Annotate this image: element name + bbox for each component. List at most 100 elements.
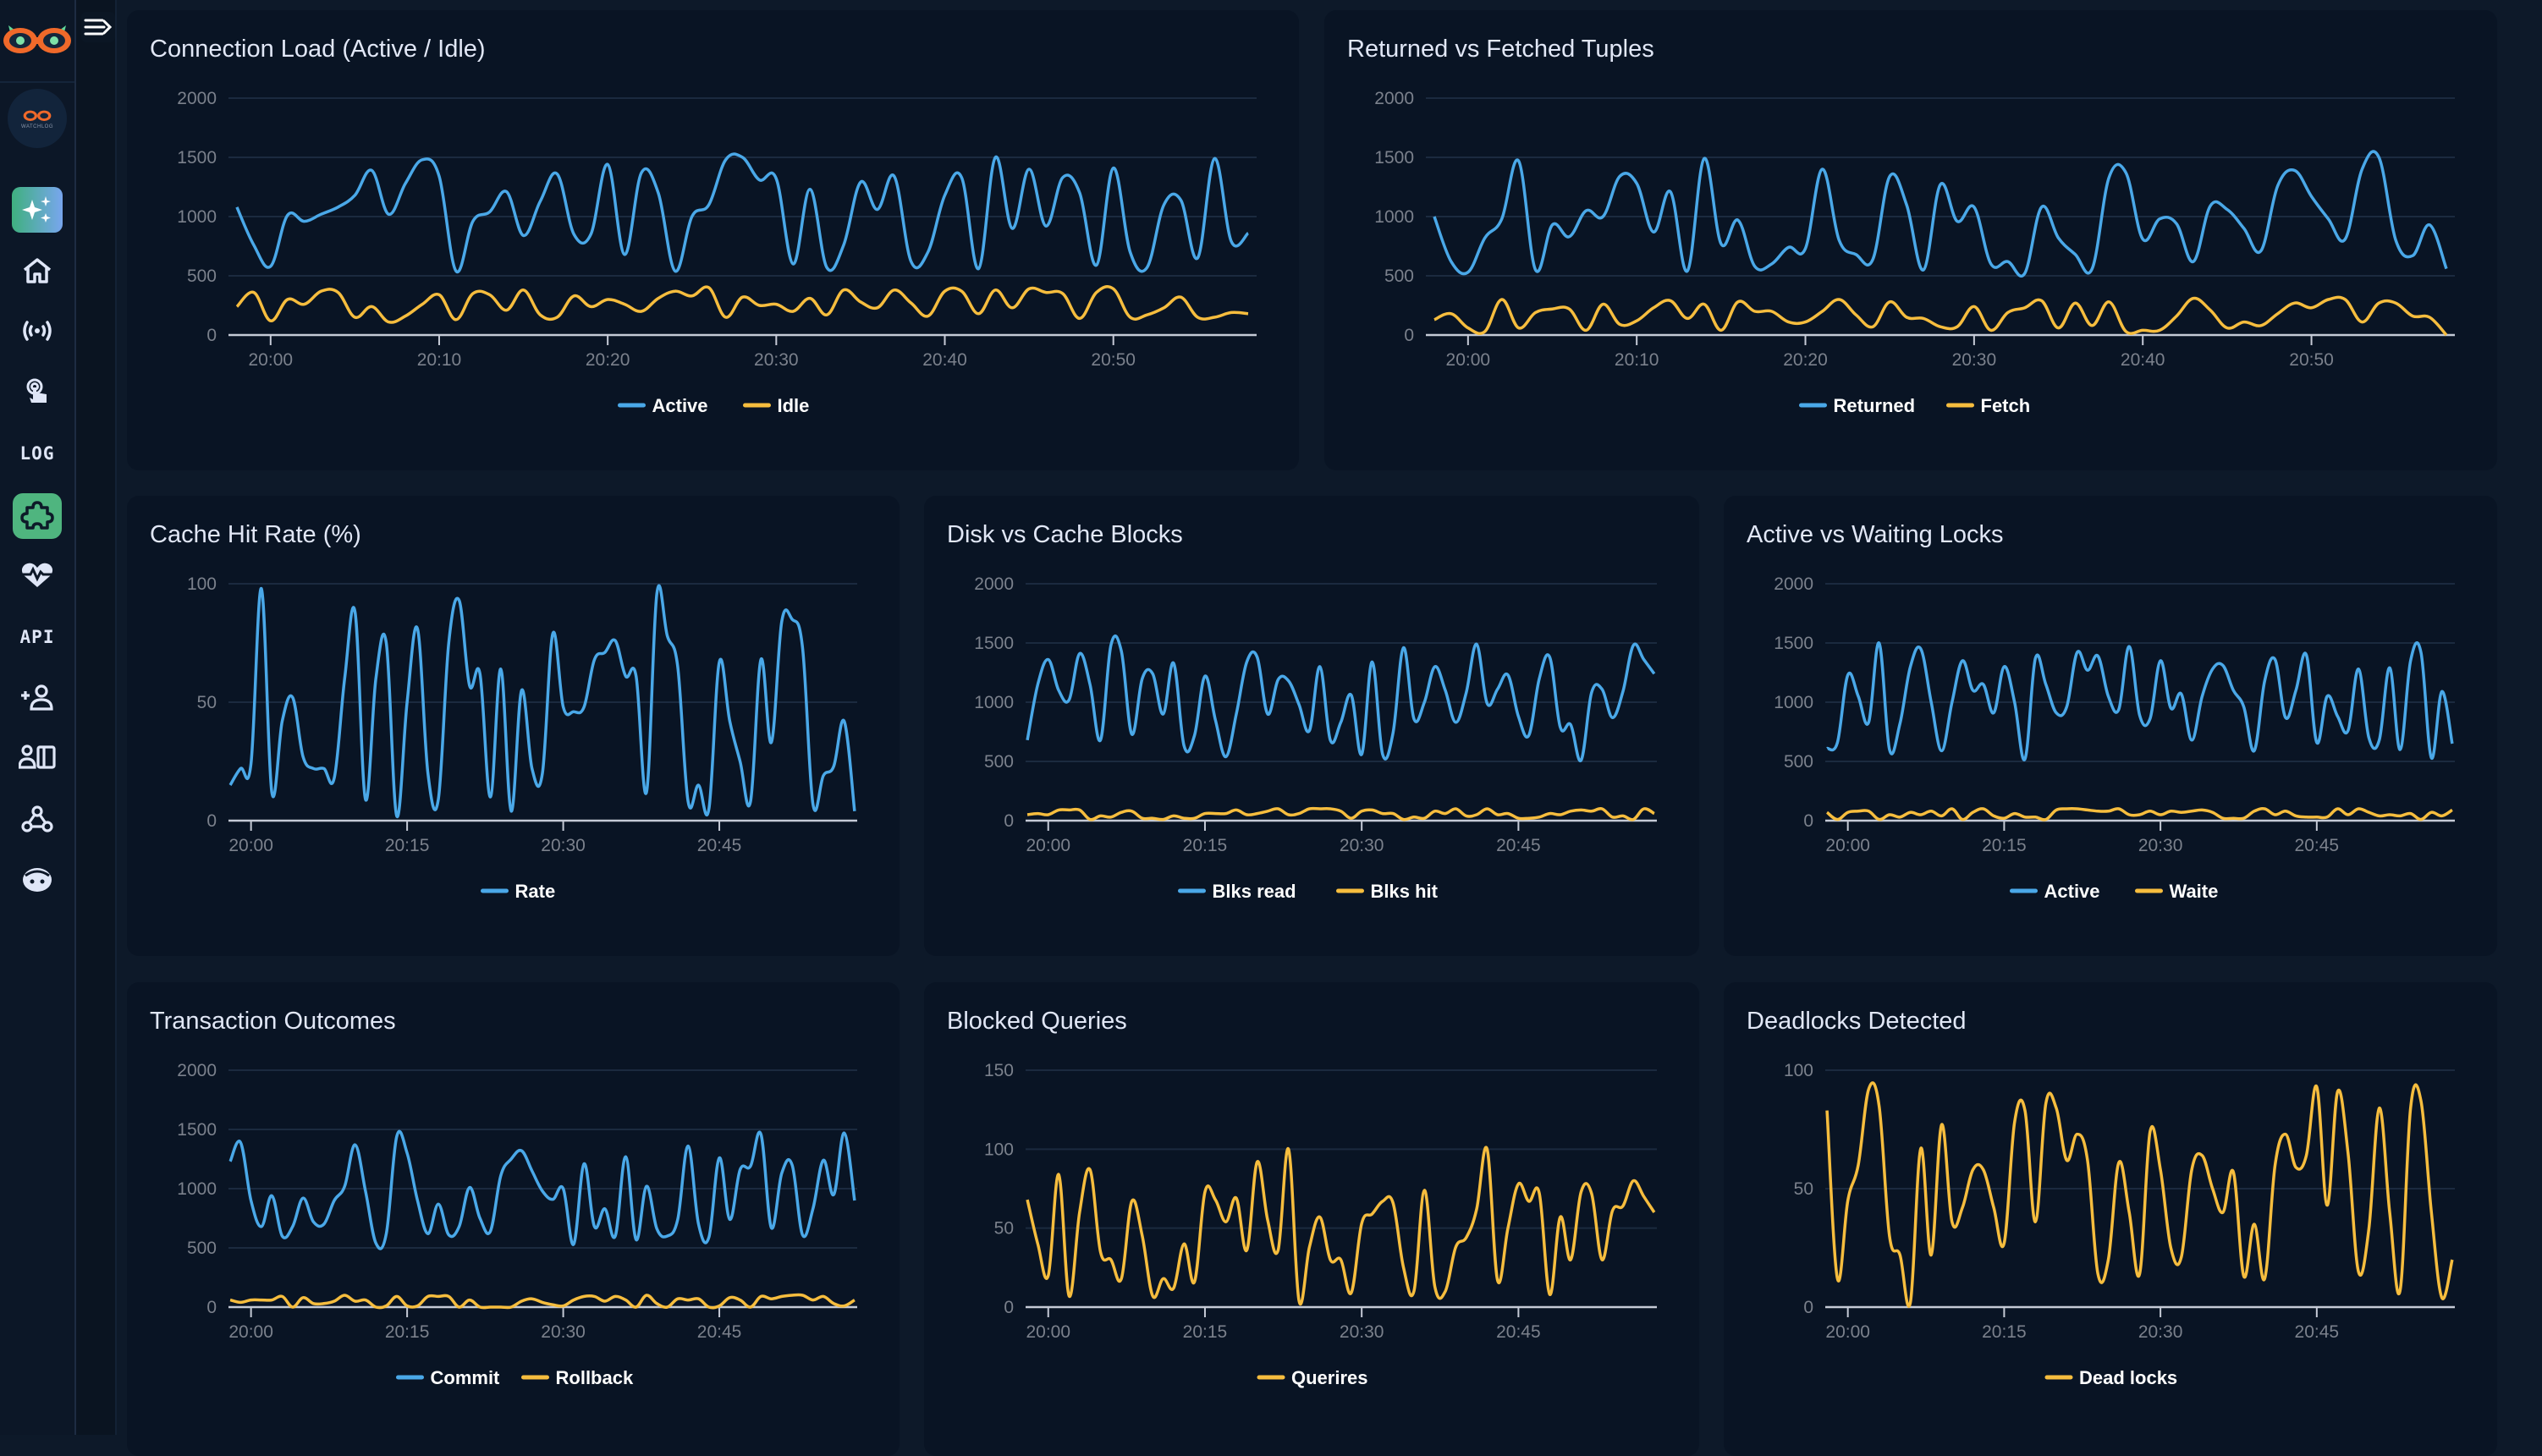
- chart-panel-returned-fetched: Returned vs Fetched Tuples 0 500 1000 1500 2…: [1324, 10, 2497, 470]
- webhook-icon: [21, 805, 53, 832]
- sidebar-item-logs[interactable]: LOG: [0, 437, 74, 470]
- line-chart: 0 500 1000 1500 2000 20:00 20:10 20:20 20:30 20:4…: [177, 89, 1257, 416]
- chart-panel-blocked-queries: Blocked Queries 0 50 100 150 20:00 20:15 20:30…: [924, 982, 1699, 1456]
- x-tick-label: 20:45: [697, 1322, 742, 1342]
- y-tick-label: 1000: [974, 693, 1014, 712]
- x-tick-label: 20:30: [754, 350, 799, 370]
- sparkle-icon: [22, 196, 51, 223]
- sidebar-item-home[interactable]: [0, 254, 74, 288]
- y-tick-label: 500: [1384, 266, 1414, 286]
- legend-item[interactable]: Dead locks: [2044, 1367, 2177, 1388]
- legend-item[interactable]: Active: [618, 395, 708, 416]
- chart-panel-connection-load: Connection Load (Active / Idle) 0 500 1000…: [127, 10, 1299, 470]
- series-line-commit: [228, 1129, 856, 1250]
- y-tick-label: 1000: [177, 1179, 217, 1199]
- legend-item[interactable]: Returned: [1799, 395, 1916, 416]
- sidebar-item-api[interactable]: API: [0, 620, 74, 654]
- sidebar-item-support[interactable]: [0, 863, 74, 897]
- sidebar-item-health[interactable]: [0, 558, 74, 592]
- legend-item[interactable]: Rollback: [521, 1367, 634, 1388]
- sidebar-item-ai-assistant[interactable]: [0, 186, 74, 234]
- legend-item[interactable]: Active: [2010, 881, 2100, 902]
- series-line-dead-locks: [1825, 1081, 2454, 1308]
- legend-item[interactable]: Rate: [481, 881, 556, 902]
- legend-item[interactable]: Fetch: [1946, 395, 2031, 416]
- y-tick-label: 2000: [1774, 574, 1813, 594]
- series-line-idle: [235, 284, 1249, 324]
- menu-toggle-button[interactable]: [81, 12, 115, 42]
- touch-icon: [26, 378, 47, 403]
- chart-title: Active vs Waiting Locks: [1747, 521, 2004, 548]
- x-tick-label: 20:45: [1496, 836, 1541, 855]
- legend-label: Dead locks: [2079, 1367, 2177, 1388]
- x-tick-label: 20:20: [586, 350, 630, 370]
- y-tick-label: 0: [206, 811, 217, 831]
- line-chart: 0 500 1000 1500 2000 20:00 20:15 20:30 20:45 Acti…: [1774, 574, 2455, 902]
- legend-label: Active: [652, 395, 708, 416]
- legend-item[interactable]: Blks read: [1178, 881, 1296, 902]
- y-tick-label: 1500: [974, 634, 1014, 653]
- line-chart: 0 500 1000 1500 2000 20:00 20:15 20:30 20:45 Comm…: [177, 1061, 857, 1388]
- legend-item[interactable]: Waite: [2135, 881, 2219, 902]
- y-tick-label: 150: [984, 1061, 1014, 1080]
- y-tick-label: 0: [1004, 1298, 1014, 1317]
- x-tick-label: 20:00: [228, 836, 273, 855]
- legend-item[interactable]: Commit: [396, 1367, 501, 1388]
- y-tick-label: 50: [197, 693, 217, 712]
- chart-title: Connection Load (Active / Idle): [150, 36, 486, 63]
- y-tick-label: 2000: [1374, 89, 1414, 108]
- y-tick-label: 50: [1794, 1179, 1813, 1199]
- legend-item[interactable]: Idle: [743, 395, 810, 416]
- legend-label: Blks hit: [1371, 881, 1439, 902]
- log-text-icon: LOG: [19, 443, 55, 464]
- legend-label: Commit: [431, 1367, 501, 1388]
- owl-eyes-logo[interactable]: [0, 15, 74, 63]
- x-tick-label: 20:45: [1496, 1322, 1541, 1342]
- avatar-text: WATCHLOG: [21, 124, 53, 129]
- sidebar-item-invite-user[interactable]: [0, 680, 74, 714]
- x-tick-label: 20:10: [1615, 350, 1659, 370]
- y-tick-label: 1000: [177, 207, 217, 227]
- x-tick-label: 20:30: [1340, 836, 1384, 855]
- legend-label: Returned: [1834, 395, 1916, 416]
- line-chart: 0 50 100 150 20:00 20:15 20:30 20:45 Querires: [984, 1061, 1657, 1388]
- chart-title: Cache Hit Rate (%): [150, 521, 361, 548]
- x-tick-label: 20:00: [1825, 836, 1870, 855]
- owl-eyes-icon: [23, 110, 52, 121]
- y-tick-label: 500: [1784, 752, 1813, 772]
- api-text-icon: API: [19, 627, 55, 647]
- x-tick-label: 20:40: [922, 350, 967, 370]
- series-line-querires: [1026, 1146, 1656, 1305]
- y-tick-label: 1500: [1374, 148, 1414, 168]
- series-line-waite: [1825, 807, 2453, 821]
- series-line-fetch: [1433, 295, 2448, 337]
- sidebar: WATCHLOG LOG API: [0, 0, 76, 1435]
- chart-title: Blocked Queries: [947, 1008, 1127, 1035]
- user-card-icon: [19, 744, 56, 769]
- line-chart: 0 500 1000 1500 2000 20:00 20:10 20:20 20:30 20:4…: [1374, 89, 2455, 416]
- chart-title: Deadlocks Detected: [1747, 1008, 1967, 1035]
- y-tick-label: 0: [1803, 1298, 1813, 1317]
- y-tick-label: 2000: [974, 574, 1014, 594]
- line-chart: 0 50 100 20:00 20:15 20:30 20:45 Rate: [187, 574, 857, 902]
- legend-item[interactable]: Querires: [1257, 1367, 1368, 1388]
- series-line-active: [1826, 640, 2454, 761]
- y-tick-label: 500: [187, 1239, 217, 1258]
- chart-panel-locks: Active vs Waiting Locks 0 500 1000 1500 2000…: [1724, 496, 2497, 956]
- sidebar-item-user-directory[interactable]: [0, 740, 74, 774]
- avatar[interactable]: WATCHLOG: [0, 89, 74, 148]
- y-tick-label: 500: [187, 266, 217, 286]
- y-tick-label: 100: [984, 1140, 1014, 1159]
- sidebar-item-interactions[interactable]: [0, 376, 74, 409]
- x-tick-label: 20:50: [2289, 350, 2334, 370]
- x-tick-label: 20:45: [2295, 1322, 2340, 1342]
- legend-label: Rollback: [556, 1367, 634, 1388]
- x-tick-label: 20:00: [1026, 1322, 1070, 1342]
- x-tick-label: 20:30: [541, 836, 586, 855]
- legend-item[interactable]: Blks hit: [1336, 881, 1439, 902]
- sidebar-item-webhooks[interactable]: [0, 802, 74, 836]
- sidebar-item-monitoring[interactable]: [0, 314, 74, 348]
- x-tick-label: 20:15: [1982, 1322, 2027, 1342]
- y-tick-label: 0: [1004, 811, 1014, 831]
- sidebar-item-integrations[interactable]: [0, 492, 74, 540]
